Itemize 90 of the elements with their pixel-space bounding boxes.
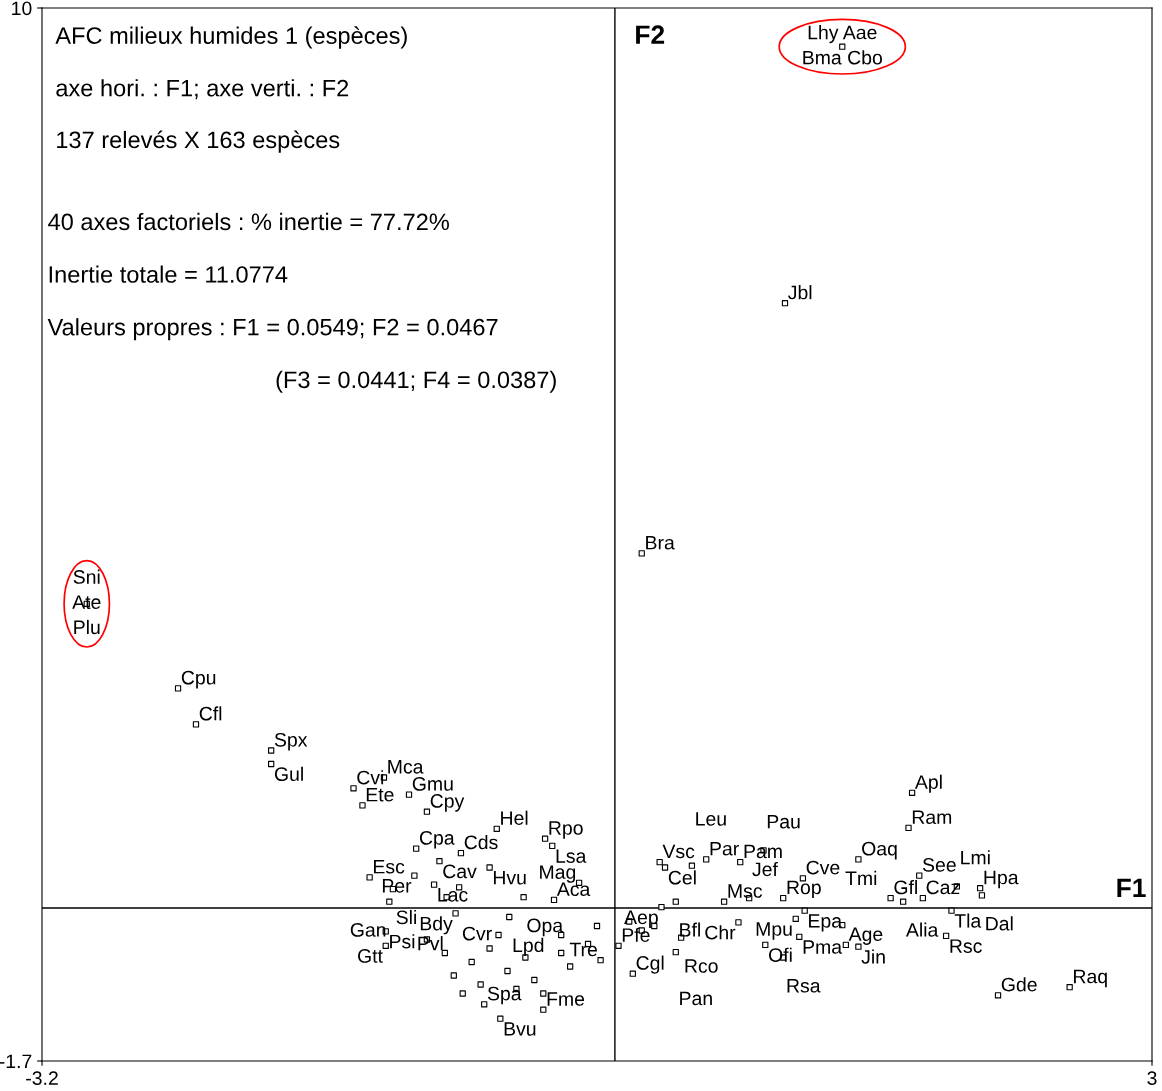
annotation: Bfl bbox=[680, 922, 700, 937]
y-tick-label: 10 bbox=[12, 1, 32, 16]
annotation: Caz bbox=[926, 880, 960, 895]
annotation: Cvi bbox=[357, 770, 384, 785]
annotation: Bvu bbox=[504, 1022, 536, 1036]
annotation: Gmu bbox=[412, 776, 453, 791]
annotation: Dal bbox=[986, 916, 1013, 931]
annotation: Cpy bbox=[430, 794, 465, 812]
x-tick-label: -3.2 bbox=[26, 1071, 58, 1085]
annotation: Jbl bbox=[788, 285, 812, 300]
annotation: Gtt bbox=[358, 949, 383, 963]
annotation: Cgl bbox=[636, 955, 664, 974]
annotation: Lmi bbox=[961, 850, 990, 865]
annotation: Inertie totale = 11.0774 bbox=[49, 265, 288, 283]
annotation: Raq bbox=[1074, 969, 1107, 988]
annotation: Opa bbox=[527, 918, 564, 937]
annotation: Tre bbox=[569, 942, 597, 957]
annotation: Cvr bbox=[462, 926, 492, 941]
annotation: Pfe bbox=[622, 927, 650, 942]
annotation: Alia bbox=[905, 922, 939, 937]
annotation: Mca bbox=[388, 760, 424, 774]
annotation: Cfl bbox=[199, 706, 222, 721]
annotation: Gul bbox=[274, 766, 303, 782]
annotation: Pam bbox=[744, 844, 782, 859]
annotation: Valeurs propres : F1 = 0.0549; F2 = 0.0467 bbox=[47, 318, 498, 341]
annotation: Mpu bbox=[756, 922, 792, 940]
annotation: Cpu bbox=[181, 670, 216, 689]
annotation: axe hori. : F1; axe verti. : F2 bbox=[56, 79, 349, 100]
annotation: 137 relevés X 163 espèces bbox=[57, 130, 340, 153]
annotation: Gde bbox=[1001, 977, 1037, 992]
annotation: Par bbox=[710, 841, 739, 856]
annotation: Cav bbox=[443, 864, 477, 879]
annotation: Lpd bbox=[513, 937, 544, 956]
annotation: Ete bbox=[366, 787, 394, 802]
annotation: See bbox=[922, 857, 956, 872]
annotation: Fme bbox=[547, 992, 585, 1006]
ref-line-label: F2 bbox=[636, 25, 665, 44]
annotation: Cpa bbox=[419, 830, 455, 849]
annotation: Mag bbox=[540, 865, 576, 883]
annotation: (F3 = 0.0441; F4 = 0.0387) bbox=[276, 370, 556, 393]
annotation: Rsc bbox=[950, 939, 982, 953]
annotation: Epa bbox=[809, 914, 843, 932]
y-tick-label: -1.7 bbox=[0, 1054, 32, 1069]
annotation: Jef bbox=[752, 861, 778, 877]
annotation: Bra bbox=[646, 535, 675, 550]
x-tick-label: 3 bbox=[1147, 1071, 1157, 1085]
annotation: Lhy Aae Bma Cbo bbox=[803, 25, 882, 65]
annotation: Cds bbox=[464, 834, 498, 850]
annotation: Per bbox=[382, 879, 412, 893]
annotation: Msc bbox=[728, 884, 763, 898]
annotation: Esc bbox=[374, 859, 405, 874]
annotation: Pan bbox=[680, 991, 712, 1006]
annotation: Leu bbox=[696, 812, 726, 826]
annotation: Sni Ate Plu bbox=[72, 569, 101, 635]
annotation: Lac bbox=[438, 888, 468, 902]
annotation: Tla bbox=[954, 913, 982, 928]
annotation: Rco bbox=[685, 959, 718, 973]
annotation: Ram bbox=[912, 810, 952, 825]
annotation: Rop bbox=[787, 880, 821, 899]
annotation: Ofi bbox=[768, 947, 792, 962]
annotation: Rpo bbox=[549, 821, 583, 839]
annotation: Gfl bbox=[894, 879, 917, 895]
annotation: Hvu bbox=[493, 870, 526, 885]
annotation: Psi bbox=[390, 934, 415, 949]
annotation: Oaq bbox=[862, 841, 897, 860]
annotation: Chr bbox=[705, 925, 736, 940]
annotation: Pau bbox=[767, 814, 800, 829]
annotation: Tmi bbox=[845, 870, 877, 885]
annotation: Jin bbox=[861, 949, 885, 964]
annotation: Gan bbox=[350, 923, 386, 937]
annotation: Apl bbox=[914, 774, 942, 793]
annotation: Spx bbox=[274, 732, 308, 751]
annotation: Spa bbox=[487, 986, 522, 1005]
annotation: Cel bbox=[668, 870, 696, 885]
annotation: Vsc bbox=[662, 844, 695, 859]
annotation: Cve bbox=[806, 860, 840, 875]
annotation: Aca bbox=[556, 882, 591, 897]
annotation: Hel bbox=[501, 810, 528, 825]
annotation: Lsa bbox=[556, 849, 587, 863]
annotation: 40 axes factoriels : % inertie = 77.72% bbox=[48, 212, 449, 231]
annotation: Pma bbox=[803, 940, 843, 954]
annotation: Hpa bbox=[984, 870, 1019, 889]
annotation: Sli bbox=[396, 909, 416, 925]
annotation: Bdy bbox=[420, 916, 453, 935]
annotation: Age bbox=[848, 927, 883, 945]
annotation: Aep bbox=[624, 910, 658, 928]
text: AFC milieux humides 1 (espèces) bbox=[55, 26, 407, 49]
annotation: Rsa bbox=[787, 979, 821, 993]
ref-line-label: F1 bbox=[1117, 878, 1146, 897]
annotation: Pvl bbox=[418, 936, 443, 951]
